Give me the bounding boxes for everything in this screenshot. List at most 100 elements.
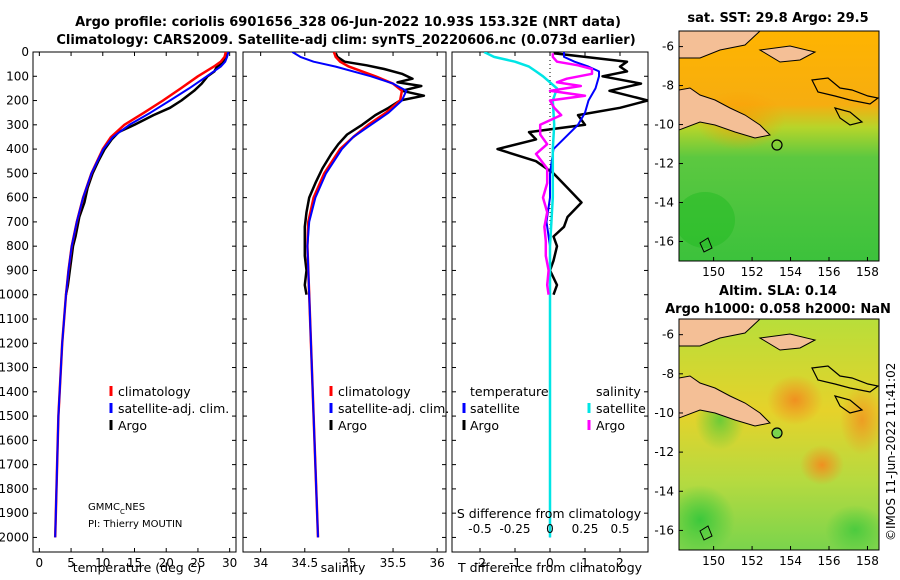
sla-high-2: [800, 445, 844, 485]
s-diff-tick-label: 0.5: [610, 522, 629, 536]
sst-map-ticks: 150 152 154 156 158 -6 -8 -10 -12 -14 -16: [654, 40, 879, 279]
sla-map-panel: Altim. SLA: 0.14 Argo h1000: 0.058 h2000…: [654, 284, 890, 568]
s-diff-tick-label: 0: [546, 522, 554, 536]
x-tick-label: -2: [474, 556, 486, 570]
y-tick-label: 1000: [0, 288, 29, 302]
temperature-legend: climatology satellite-adj. clim. Argo: [109, 384, 229, 433]
x-tick-label: 2: [616, 556, 624, 570]
lon-tick-label: 152: [741, 265, 764, 279]
lon-tick-label: 156: [818, 265, 841, 279]
lat-tick-label: -10: [654, 118, 674, 132]
islet: [699, 525, 713, 541]
legend-climatology-label: climatology: [338, 384, 411, 399]
credit-text: GMMCCNES: [88, 502, 145, 516]
reef-outline-1: [811, 77, 879, 105]
legend-t-satellite-label: satellite: [470, 401, 520, 416]
sla-high-3: [840, 385, 879, 455]
y-tick-label: 1900: [0, 506, 29, 520]
lat-tick-label: -10: [654, 406, 674, 420]
temperature-x-axis: 0 5 10 15 20 25 30: [36, 52, 237, 570]
legend-s-argo-label: Argo: [596, 418, 625, 433]
series-line-satellite-adj-clim-: [291, 52, 408, 538]
temperature-lines: [53, 52, 230, 538]
difference-lines: [483, 52, 648, 538]
argo-position-marker: [771, 139, 783, 151]
sla-low-3: [825, 505, 879, 550]
salinity-depth-ticks: [243, 51, 446, 538]
series-line-salinity-satellite: [483, 52, 559, 538]
lat-tick-label: -16: [654, 235, 674, 249]
difference-x-axis: -2 -1 0 1 2: [474, 52, 624, 570]
lon-tick-label: 154: [779, 265, 802, 279]
legend-satellite-label: satellite-adj. clim.: [118, 401, 229, 416]
y-tick-label: 1300: [0, 361, 29, 375]
lon-tick-label: 152: [741, 554, 764, 568]
salinity-xlabel: salinity: [321, 560, 366, 575]
legend-argo-label: Argo: [118, 418, 147, 433]
argo-position-marker: [771, 427, 783, 439]
legend-t-argo-label: Argo: [470, 418, 499, 433]
x-tick-label: 5: [67, 556, 75, 570]
reef-outline-2: [833, 395, 864, 414]
lon-tick-label: 154: [779, 554, 802, 568]
y-tick-label: 1200: [0, 336, 29, 350]
y-tick-label: 0: [21, 45, 29, 59]
y-tick-label: 1700: [0, 458, 29, 472]
series-line-temperature-argo: [496, 52, 648, 296]
y-tick-label: 1100: [0, 312, 29, 326]
lat-tick-label: -14: [654, 484, 674, 498]
salinity-x-axis: 34 34.5 35 35.5 36: [253, 52, 445, 570]
lon-tick-label: 158: [856, 265, 879, 279]
temperature-xlabel: temperature (deg C): [73, 560, 202, 575]
difference-top-xlabel: S difference from climatology: [457, 506, 642, 521]
lat-tick-label: -6: [662, 328, 674, 342]
sla-map-field: [679, 319, 879, 550]
salinity-lines: [291, 52, 426, 538]
lon-tick-label: 158: [856, 554, 879, 568]
s-diff-tick-label: -0.25: [499, 522, 530, 536]
lon-tick-label: 150: [702, 554, 725, 568]
pi-text: PI: Thierry MOUTIN: [88, 519, 182, 530]
s-diff-tick-label: -0.5: [468, 522, 491, 536]
land-north: [679, 319, 761, 347]
x-tick-label: 15: [127, 556, 142, 570]
imos-stamp: ©IMOS 11-Jun-2022 11:41:02: [884, 363, 898, 541]
legend-s-satellite-label: satellite: [596, 401, 646, 416]
land-papua: [679, 375, 772, 427]
islet: [699, 237, 713, 253]
lat-tick-label: -12: [654, 445, 674, 459]
x-tick-label: 20: [159, 556, 174, 570]
land-island-n: [758, 333, 817, 351]
lat-tick-label: -16: [654, 523, 674, 537]
y-tick-label: 400: [6, 142, 29, 156]
salinity-axes-frame: [242, 51, 447, 553]
sst-map-panel: sat. SST: 29.8 Argo: 29.5 150 152 154 156 15…: [654, 11, 880, 279]
x-tick-label: 25: [190, 556, 205, 570]
figure-title-line2: Climatology: CARS2009. Satellite-adj cli…: [56, 33, 635, 48]
lon-tick-label: 156: [818, 554, 841, 568]
sla-map-title: Altim. SLA: 0.14: [719, 284, 837, 299]
x-tick-label: 0: [546, 556, 554, 570]
salinity-panel: 34 34.5 35 35.5 36 salinity climatology sate…: [242, 51, 449, 575]
sst-map-field: [679, 31, 879, 261]
y-tick-label: 200: [6, 94, 29, 108]
s-diff-tick-label: 0.25: [572, 522, 599, 536]
series-line-salinity-argo: [534, 53, 594, 295]
series-line-satellite-adj-clim-: [54, 52, 230, 538]
y-tick-label: 800: [6, 239, 29, 253]
sla-high-1: [767, 375, 823, 425]
y-tick-label: 1400: [0, 385, 29, 399]
y-tick-label: 1600: [0, 433, 29, 447]
x-tick-label: 10: [95, 556, 110, 570]
reef-outline-2: [833, 107, 864, 126]
x-tick-label: 0: [36, 556, 44, 570]
y-tick-label: 500: [6, 166, 29, 180]
x-tick-label: 35: [341, 556, 356, 570]
sla-map-subtitle: Argo h1000: 0.058 h2000: NaN: [665, 302, 891, 317]
x-tick-label: 30: [222, 556, 237, 570]
figure-title-line1: Argo profile: coriolis 6901656_328 06-Ju…: [75, 15, 621, 30]
difference-panel: -2 -1 0 1 2 T difference from climatology S …: [451, 51, 649, 575]
y-tick-label: 900: [6, 263, 29, 277]
legend-salinity-title: salinity: [596, 384, 641, 399]
